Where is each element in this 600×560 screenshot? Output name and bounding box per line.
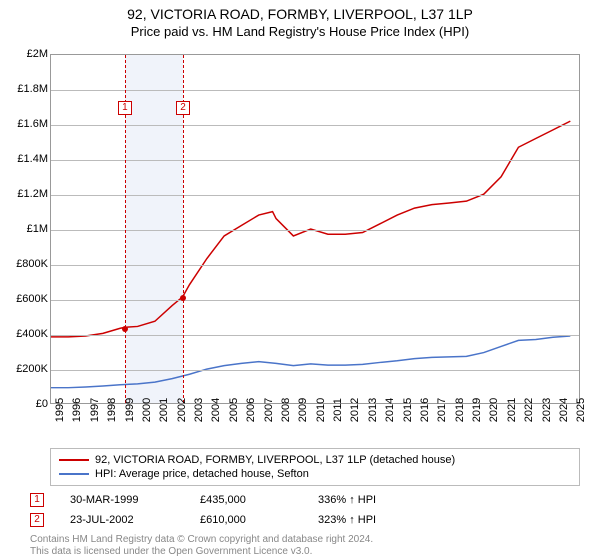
xtick-label: 2007 [263, 398, 275, 422]
ytick-label: £200K [16, 363, 48, 375]
series-line [51, 121, 570, 337]
xtick-label: 2024 [558, 398, 570, 422]
xtick-label: 2016 [419, 398, 431, 422]
footnote-line: Contains HM Land Registry data © Crown c… [30, 534, 373, 546]
sale-price: £435,000 [200, 494, 300, 506]
legend-label: 92, VICTORIA ROAD, FORMBY, LIVERPOOL, L3… [95, 454, 455, 466]
legend-item-hpi: HPI: Average price, detached house, Seft… [59, 467, 571, 481]
xtick-label: 2000 [141, 398, 153, 422]
legend-label: HPI: Average price, detached house, Seft… [95, 468, 309, 480]
series-line [51, 336, 570, 388]
sale-date: 30-MAR-1999 [62, 494, 182, 506]
sale-point [122, 326, 128, 332]
xtick-label: 2014 [384, 398, 396, 422]
plot-area: 12 [50, 54, 580, 404]
xtick-label: 2009 [297, 398, 309, 422]
xtick-label: 2002 [176, 398, 188, 422]
sale-marker-box: 2 [176, 101, 190, 115]
ytick-label: £2M [27, 48, 48, 60]
xtick-label: 2001 [158, 398, 170, 422]
sale-marker-box: 1 [30, 493, 44, 507]
gridline [51, 230, 579, 231]
xtick-label: 2021 [506, 398, 518, 422]
xtick-label: 2020 [488, 398, 500, 422]
legend-swatch [59, 459, 89, 461]
legend-item-property: 92, VICTORIA ROAD, FORMBY, LIVERPOOL, L3… [59, 453, 571, 467]
xtick-label: 2018 [454, 398, 466, 422]
xtick-label: 2015 [402, 398, 414, 422]
sale-hpi-delta: 336% ↑ HPI [318, 494, 376, 506]
xtick-label: 1997 [89, 398, 101, 422]
sale-hpi-delta: 323% ↑ HPI [318, 514, 376, 526]
legend-swatch [59, 473, 89, 475]
gridline [51, 335, 579, 336]
legend: 92, VICTORIA ROAD, FORMBY, LIVERPOOL, L3… [50, 448, 580, 486]
sales-table: 1 30-MAR-1999 £435,000 336% ↑ HPI 2 23-JUL-20… [30, 490, 376, 530]
xtick-label: 2017 [436, 398, 448, 422]
xtick-label: 2008 [280, 398, 292, 422]
xtick-label: 2023 [541, 398, 553, 422]
xtick-label: 2025 [575, 398, 587, 422]
title-subtitle: Price paid vs. HM Land Registry's House … [0, 22, 600, 39]
gridline [51, 160, 579, 161]
xtick-label: 1998 [106, 398, 118, 422]
ytick-label: £400K [16, 328, 48, 340]
xtick-label: 2004 [210, 398, 222, 422]
xtick-label: 1999 [124, 398, 136, 422]
ytick-label: £1.2M [17, 188, 48, 200]
xtick-label: 2006 [245, 398, 257, 422]
gridline [51, 370, 579, 371]
ytick-label: £0 [36, 398, 48, 410]
xtick-label: 1995 [54, 398, 66, 422]
xtick-label: 2013 [367, 398, 379, 422]
xtick-label: 2022 [523, 398, 535, 422]
gridline [51, 300, 579, 301]
gridline [51, 195, 579, 196]
ytick-label: £800K [16, 258, 48, 270]
xtick-label: 2010 [315, 398, 327, 422]
sale-price: £610,000 [200, 514, 300, 526]
sales-row: 1 30-MAR-1999 £435,000 336% ↑ HPI [30, 490, 376, 510]
chart-container: 92, VICTORIA ROAD, FORMBY, LIVERPOOL, L3… [0, 0, 600, 560]
ytick-label: £1.6M [17, 118, 48, 130]
xtick-label: 2003 [193, 398, 205, 422]
footnote-line: This data is licensed under the Open Gov… [30, 546, 373, 558]
xtick-label: 2019 [471, 398, 483, 422]
ytick-label: £1.4M [17, 153, 48, 165]
sale-marker-box: 2 [30, 513, 44, 527]
xtick-label: 1996 [71, 398, 83, 422]
ytick-label: £600K [16, 293, 48, 305]
gridline [51, 125, 579, 126]
sale-date: 23-JUL-2002 [62, 514, 182, 526]
xtick-label: 2012 [349, 398, 361, 422]
gridline [51, 90, 579, 91]
sales-row: 2 23-JUL-2002 £610,000 323% ↑ HPI [30, 510, 376, 530]
gridline [51, 265, 579, 266]
title-address: 92, VICTORIA ROAD, FORMBY, LIVERPOOL, L3… [0, 0, 600, 22]
xtick-label: 2005 [228, 398, 240, 422]
sale-point [180, 295, 186, 301]
ytick-label: £1.8M [17, 83, 48, 95]
xtick-label: 2011 [332, 398, 344, 422]
ytick-label: £1M [27, 223, 48, 235]
footnote: Contains HM Land Registry data © Crown c… [30, 534, 373, 558]
sale-marker-box: 1 [118, 101, 132, 115]
